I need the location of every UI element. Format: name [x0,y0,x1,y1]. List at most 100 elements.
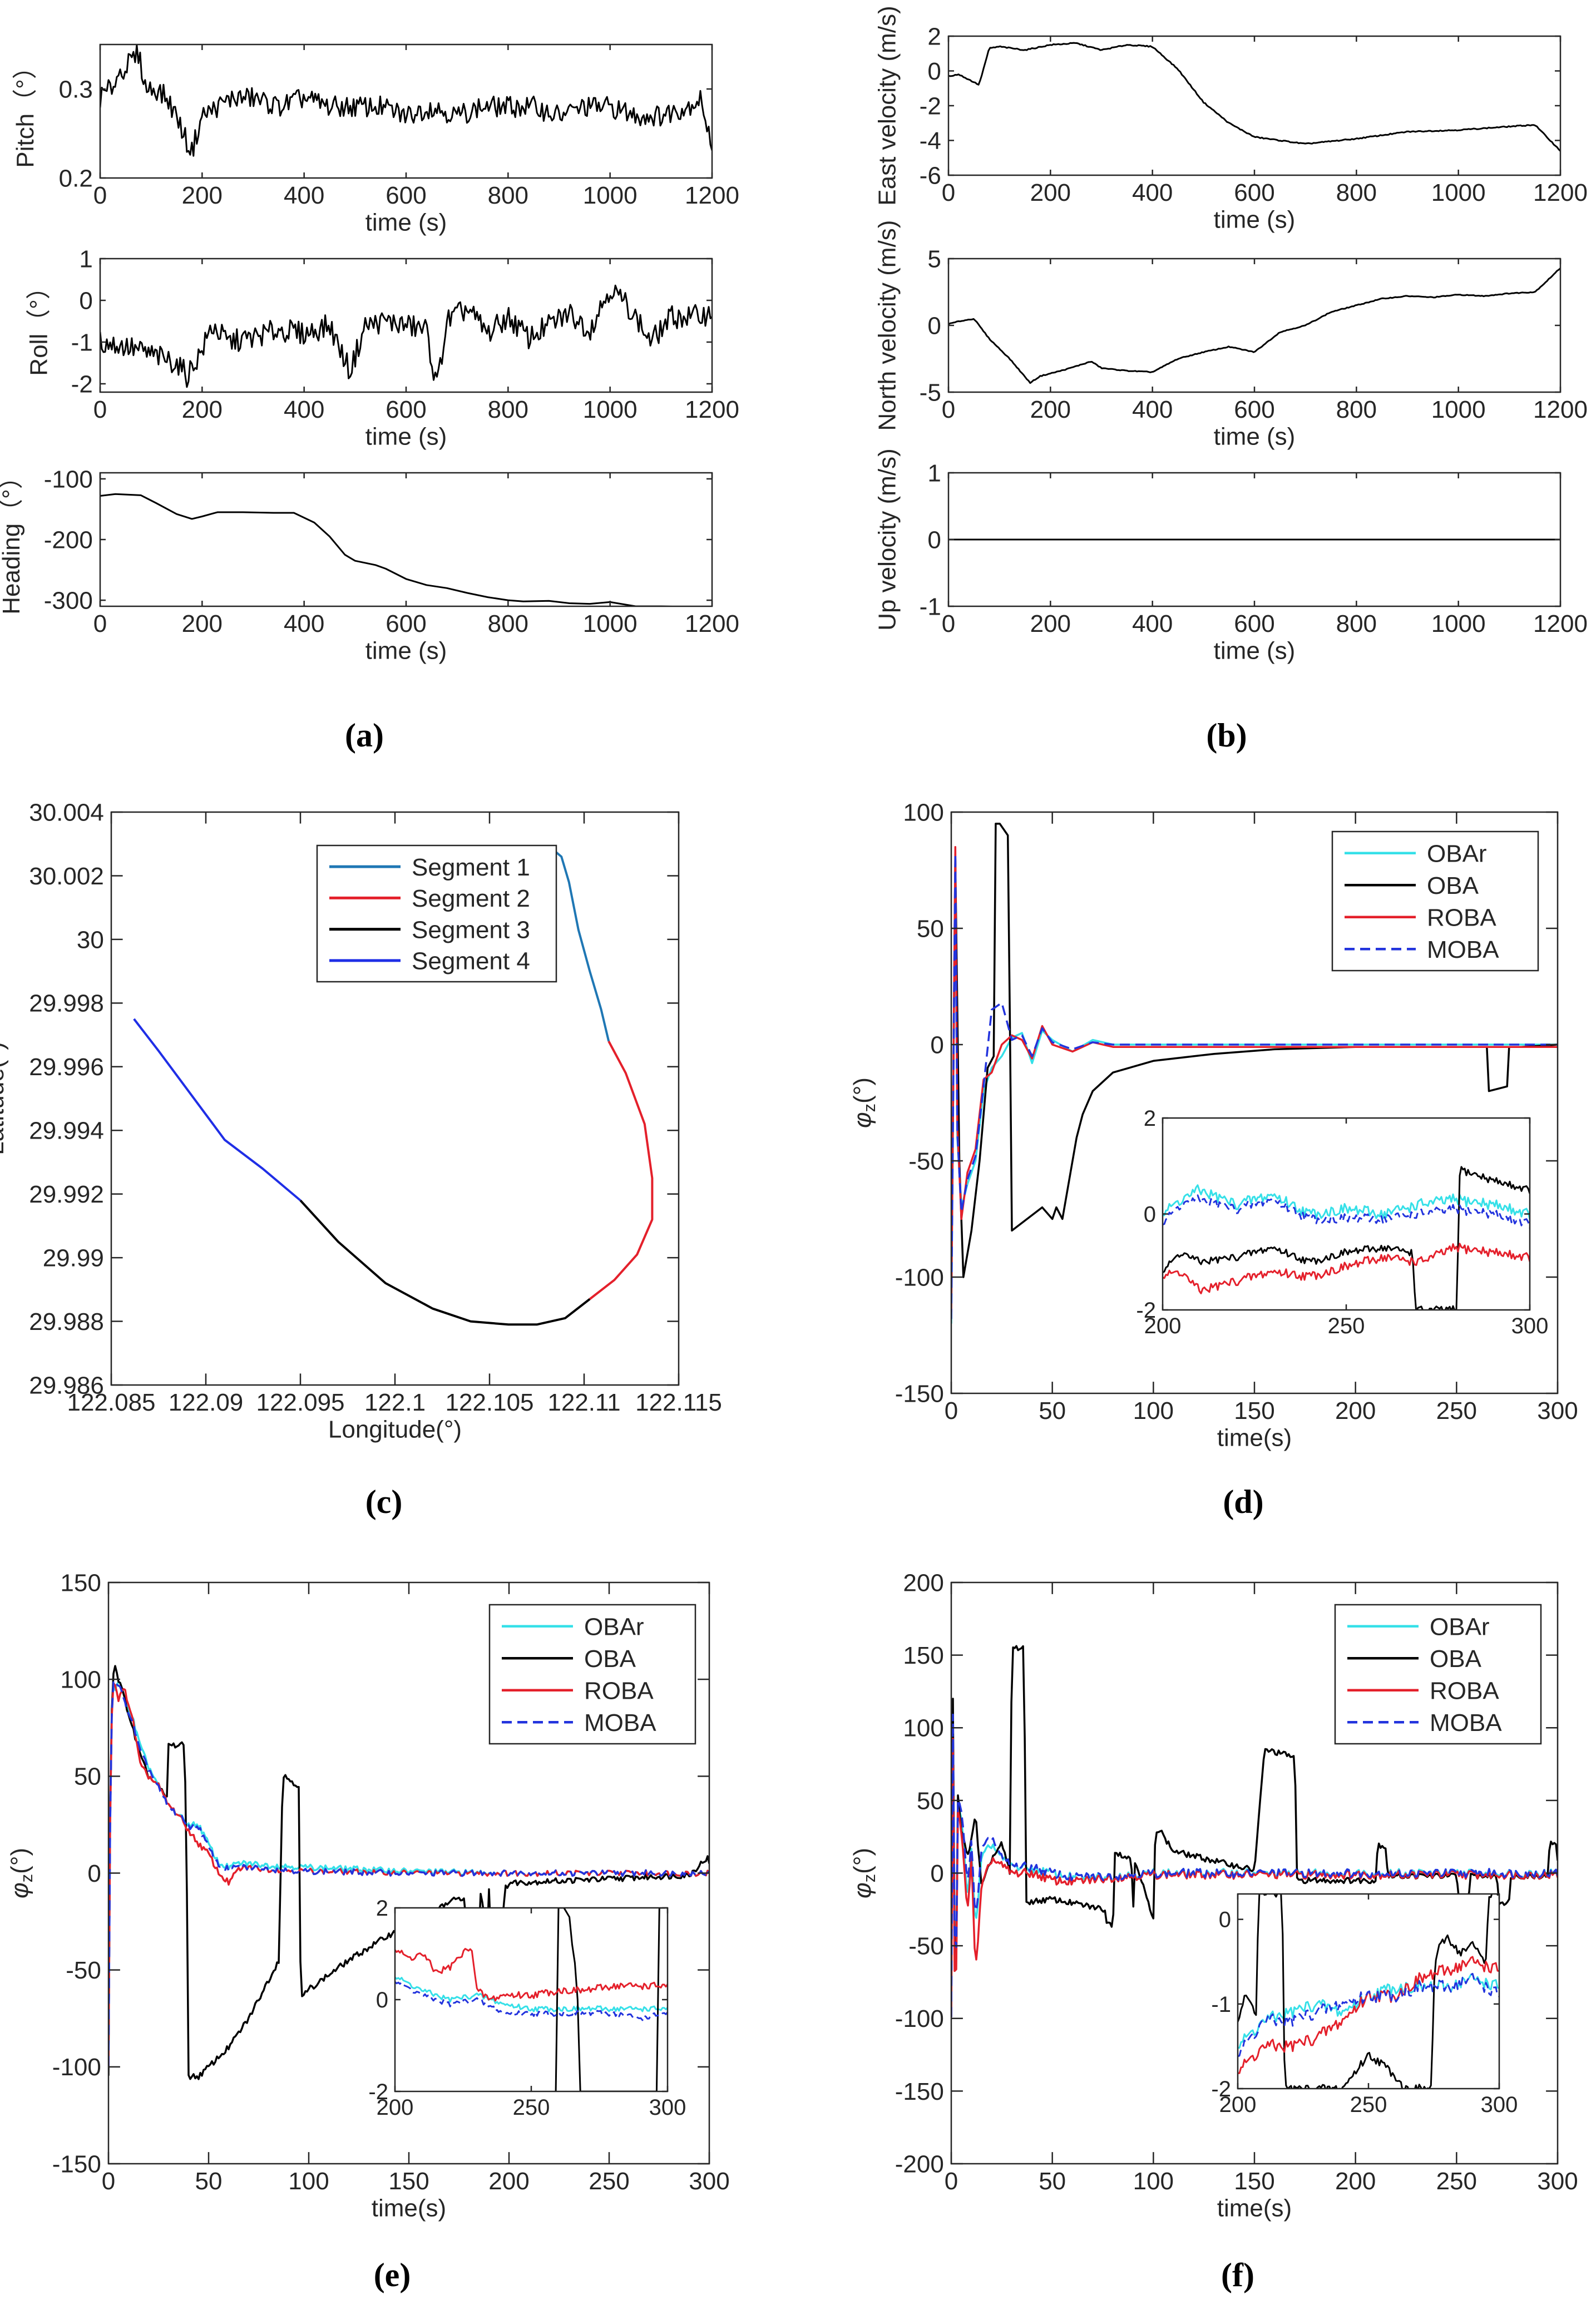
legend-entry: ROBA [1430,1678,1499,1705]
y-tick-label: 100 [60,1666,101,1694]
legend-box [1334,1604,1542,1745]
x-tick-label: 600 [386,396,426,423]
plot-area [395,1908,668,2091]
legend-entry: OBA [584,1645,636,1673]
x-tick-label: 800 [1336,610,1377,637]
x-tick-label: 150 [1234,2168,1274,2195]
x-tick-label: 600 [386,610,426,637]
y-tick-label: 0 [87,1860,101,1887]
legend-box [488,1604,696,1745]
chart-up: 0 200 400 600 800 1000 1200-101 [920,459,1588,637]
x-tick-label: 122.11 [547,1389,620,1416]
x-tick-label: 100 [1133,1397,1174,1424]
x-tick-label: 122.095 [256,1389,344,1416]
y-tick-label: 1 [79,245,92,273]
x-tick-label: 200 [488,2168,529,2195]
y-tick-label: 200 [903,1569,943,1596]
x-tick-label: 1200 [1533,179,1588,206]
series-line-pitch [100,44,712,157]
x-tick-label: 200 [1030,396,1071,423]
x-tick-label: 400 [284,396,324,423]
x-tick-label: 400 [284,610,324,637]
x-tick-label: 400 [1132,610,1173,637]
series-line-roll [100,284,712,388]
y-tick-label: -4 [920,127,941,155]
y-tick-label: 50 [74,1763,101,1790]
y-tick-label: -1 [920,593,941,620]
x-tick-label: 600 [386,182,426,209]
legend-entry: MOBA [584,1709,656,1737]
legend-entry: OBAr [1427,840,1487,868]
x-tick-label: 1200 [685,182,739,209]
x-tick-label: 0 [945,2168,958,2195]
x-tick-label: 1000 [583,182,638,209]
x-tick-label: 200 [182,610,223,637]
x-tick-label: 300 [1537,1397,1578,1424]
x-tick-label: 400 [1132,396,1173,423]
y-tick-label: 29.996 [29,1053,104,1081]
x-tick-label: 1000 [583,610,638,637]
x-tick-label: 250 [1436,1397,1477,1424]
y-tick-label: 30.004 [29,799,104,826]
legend-phiz_e: OBAr OBA ROBA MOBA [488,1604,696,1745]
x-tick-label: 600 [1234,610,1274,637]
plot-area [948,36,1560,175]
y-axis-label: φz(°) [849,1077,879,1128]
y-tick-label: 0 [927,312,941,339]
y-tick-label: -2 [368,2080,388,2104]
y-tick-label: -300 [44,587,93,614]
x-tick-label: 0 [942,396,955,423]
x-tick-label: 50 [195,2168,223,2195]
x-tick-label: 150 [388,2168,429,2195]
x-tick-label: 1200 [685,610,739,637]
x-tick-label: 600 [1234,396,1274,423]
y-tick-label: -150 [895,2078,944,2105]
legend-entry: OBA [1427,872,1479,899]
series-line-obar [395,1976,668,2012]
legend-entry: MOBA [1427,936,1499,963]
y-tick-label: 29.992 [29,1181,104,1208]
x-axis-label: time(s) [372,2195,446,2222]
x-tick-label: 1000 [1431,610,1486,637]
y-axis-label: Roll（°） [26,275,53,375]
series-line-segment-3 [299,1199,591,1326]
x-tick-label: 800 [1336,396,1377,423]
legend-phiz_f: OBAr OBA ROBA MOBA [1334,1604,1542,1745]
x-tick-label: 200 [1219,2093,1257,2117]
series-line-moba [1163,1194,1530,1229]
x-tick-label: 250 [1436,2168,1477,2195]
series-line-north-velocity [948,268,1560,384]
y-tick-label: -5 [920,379,941,406]
legend-box [316,844,557,983]
y-axis-label: North velocity (m/s) [874,220,901,431]
y-tick-label: 0 [376,1988,388,2012]
y-tick-label: 0 [927,58,941,85]
legend-entry: Segment 2 [412,885,530,912]
x-tick-label: 122.1 [364,1389,426,1416]
x-tick-label: 300 [1481,2093,1518,2117]
series-line-obar [1163,1184,1530,1220]
x-tick-label: 50 [1039,1397,1066,1424]
series-line-moba [951,1713,1558,2017]
x-tick-label: 150 [1234,1397,1274,1424]
y-tick-label: 29.988 [29,1308,104,1336]
series-line-east-velocity [948,42,1560,152]
y-tick-label: 5 [927,245,941,273]
y-tick-label: 29.986 [29,1372,104,1399]
y-tick-label: -100 [52,2054,101,2081]
x-tick-label: 800 [488,396,528,423]
x-tick-label: 122.09 [169,1389,244,1416]
x-tick-label: 50 [1039,2168,1066,2195]
legend-entry: Segment 1 [412,854,530,881]
y-axis-label: φz(°) [6,1848,36,1898]
x-axis-label: time (s) [1214,423,1296,451]
chart-roll: 0 200 400 600 800 1000 1200 -2 -1 0 1 [71,245,739,423]
x-tick-label: 200 [1030,179,1071,206]
x-tick-label: 250 [513,2095,550,2120]
x-tick-label: 1200 [1533,396,1588,423]
legend-entry: OBA [1430,1645,1482,1673]
y-tick-label: -100 [895,2005,944,2032]
y-tick-label: 2 [376,1896,388,1921]
x-tick-label: 1200 [1533,610,1588,637]
series-line-segment-4 [133,1018,302,1201]
